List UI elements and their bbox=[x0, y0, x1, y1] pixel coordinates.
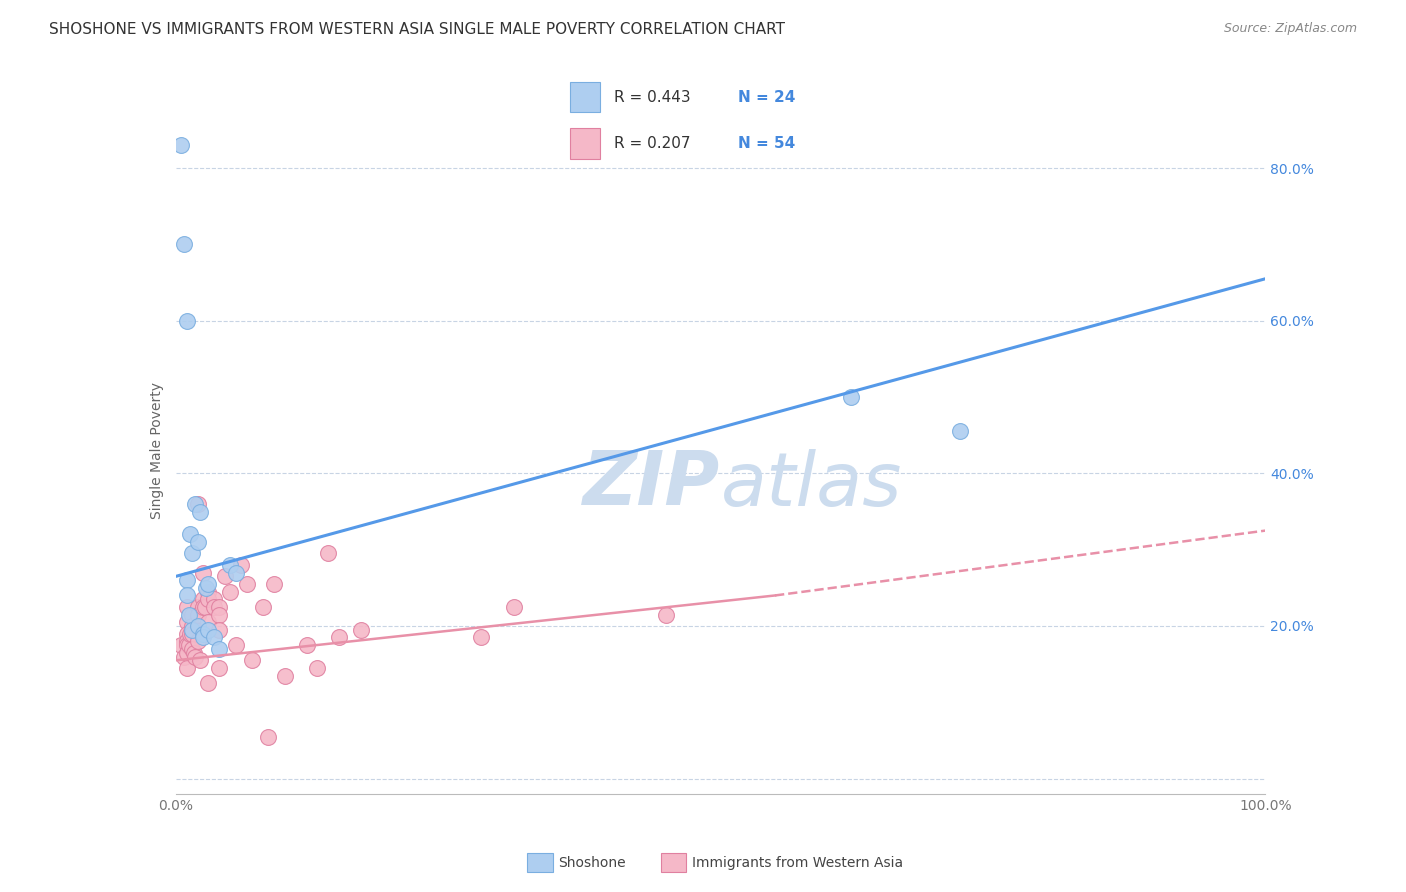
Point bbox=[176, 634, 198, 648]
Point bbox=[841, 390, 863, 404]
Point bbox=[318, 546, 340, 561]
Text: Source: ZipAtlas.com: Source: ZipAtlas.com bbox=[1223, 22, 1357, 36]
Point bbox=[176, 646, 198, 660]
Point bbox=[214, 569, 236, 583]
Point bbox=[231, 558, 253, 572]
Point bbox=[191, 626, 214, 640]
Text: R = 0.207: R = 0.207 bbox=[614, 136, 690, 151]
Point bbox=[181, 626, 204, 640]
Text: R = 0.443: R = 0.443 bbox=[614, 89, 690, 104]
Point bbox=[179, 527, 201, 541]
Point bbox=[197, 584, 219, 599]
Point bbox=[191, 566, 214, 580]
Point bbox=[240, 653, 263, 667]
Point bbox=[225, 638, 247, 652]
Point bbox=[181, 546, 204, 561]
Point bbox=[307, 661, 329, 675]
Point bbox=[502, 599, 524, 614]
Point bbox=[177, 638, 200, 652]
Point bbox=[470, 631, 492, 645]
Point bbox=[197, 615, 219, 630]
Point bbox=[186, 535, 209, 549]
Point bbox=[176, 661, 198, 675]
Point bbox=[176, 638, 198, 652]
Point bbox=[202, 592, 225, 607]
Point bbox=[252, 599, 274, 614]
Point bbox=[235, 577, 257, 591]
Point bbox=[181, 619, 204, 633]
Point bbox=[176, 599, 198, 614]
Point bbox=[208, 607, 231, 622]
Point bbox=[177, 607, 200, 622]
Point bbox=[208, 623, 231, 637]
Point bbox=[170, 638, 193, 652]
Point bbox=[197, 676, 219, 690]
Text: N = 54: N = 54 bbox=[738, 136, 796, 151]
Point bbox=[208, 599, 231, 614]
Point bbox=[208, 661, 231, 675]
Text: atlas: atlas bbox=[721, 449, 903, 521]
Point bbox=[186, 634, 209, 648]
Point bbox=[949, 425, 972, 439]
Text: Shoshone: Shoshone bbox=[558, 855, 626, 870]
Text: N = 24: N = 24 bbox=[738, 89, 796, 104]
Point bbox=[184, 497, 207, 511]
Point bbox=[328, 631, 350, 645]
Point bbox=[188, 653, 211, 667]
Point bbox=[176, 615, 198, 630]
Point bbox=[194, 599, 217, 614]
Point bbox=[181, 607, 204, 622]
Point bbox=[219, 584, 242, 599]
Point bbox=[179, 626, 201, 640]
Point bbox=[176, 573, 198, 587]
Point bbox=[655, 607, 678, 622]
Point bbox=[186, 497, 209, 511]
Point bbox=[176, 626, 198, 640]
Point bbox=[295, 638, 318, 652]
Point bbox=[173, 237, 195, 252]
Point bbox=[263, 577, 285, 591]
Point bbox=[191, 599, 214, 614]
Point bbox=[186, 599, 209, 614]
Point bbox=[170, 138, 193, 153]
Point bbox=[181, 623, 204, 637]
Point bbox=[202, 631, 225, 645]
Point bbox=[274, 668, 297, 682]
Point bbox=[197, 577, 219, 591]
Point bbox=[202, 599, 225, 614]
Point bbox=[257, 730, 280, 744]
Y-axis label: Single Male Poverty: Single Male Poverty bbox=[150, 382, 165, 519]
Point bbox=[219, 558, 242, 572]
Point bbox=[191, 631, 214, 645]
Point bbox=[173, 649, 195, 664]
Point bbox=[350, 623, 373, 637]
Point bbox=[195, 581, 218, 595]
Point bbox=[186, 607, 209, 622]
Point bbox=[208, 641, 231, 656]
Bar bbox=[571, 81, 599, 112]
Point bbox=[191, 592, 214, 607]
Text: Immigrants from Western Asia: Immigrants from Western Asia bbox=[692, 855, 903, 870]
Point bbox=[197, 592, 219, 607]
Point bbox=[197, 623, 219, 637]
Point bbox=[183, 646, 205, 660]
Point bbox=[188, 504, 211, 518]
Point bbox=[184, 649, 207, 664]
Point bbox=[225, 566, 247, 580]
Point bbox=[181, 641, 204, 656]
Text: ZIP: ZIP bbox=[583, 449, 721, 521]
Point bbox=[176, 314, 198, 328]
Text: SHOSHONE VS IMMIGRANTS FROM WESTERN ASIA SINGLE MALE POVERTY CORRELATION CHART: SHOSHONE VS IMMIGRANTS FROM WESTERN ASIA… bbox=[49, 22, 785, 37]
Point bbox=[186, 619, 209, 633]
Point bbox=[176, 589, 198, 603]
Bar bbox=[571, 128, 599, 159]
